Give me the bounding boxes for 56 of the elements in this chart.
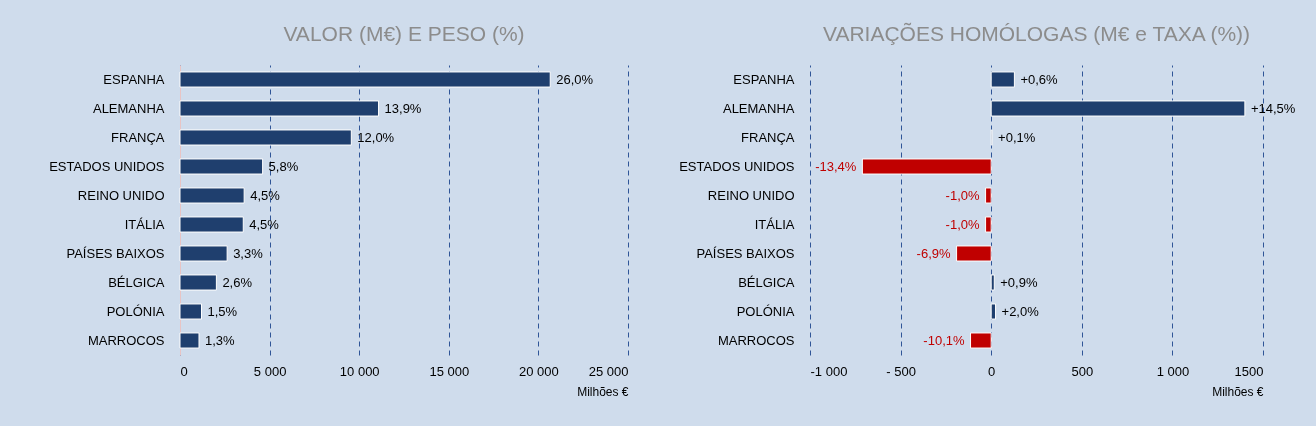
annotation: -6,9% [916, 245, 952, 261]
y-tick-label: REINO UNIDO [707, 187, 795, 203]
x-tick-label: 15 000 [429, 363, 470, 379]
y-tick-label: POLÓNIA [106, 303, 165, 319]
x-tick-label: - 500 [886, 363, 916, 379]
y-tick-label: ITÁLIA [754, 216, 795, 232]
x-tick-label: 20 000 [519, 363, 559, 379]
annotation: 5,8% [268, 158, 299, 174]
y-tick-label: ALEMANHA [722, 100, 795, 116]
x-tick-label: 25 000 [588, 363, 629, 379]
chart-title: VALOR (M€) E PESO (%) [283, 22, 525, 45]
y-tick-label: ALEMANHA [92, 100, 165, 116]
x-tick-label: 10 000 [339, 363, 380, 379]
annotation: -10,1% [923, 332, 965, 348]
annotation: +2,0% [1001, 303, 1040, 319]
x-tick-label: 0 [180, 363, 188, 379]
x-axis-title: Milhões € [577, 384, 629, 399]
annotation: -1,0% [945, 187, 981, 203]
annotation: +14,5% [1250, 100, 1296, 116]
x-tick-label: 1 000 [1156, 363, 1190, 379]
y-tick-label: MARROCOS [717, 332, 795, 348]
x-axis-title: Milhões € [1212, 384, 1264, 399]
annotation: 12,0% [357, 129, 395, 145]
annotation: -1,0% [945, 216, 981, 232]
annotation: 4,5% [250, 187, 281, 203]
annotation: 26,0% [556, 71, 594, 87]
x-tick-label: 1500 [1234, 363, 1264, 379]
chart-title: VARIAÇÕES HOMÓLOGAS (M€ e TAXA (%)) [822, 22, 1251, 45]
y-tick-label: ITÁLIA [124, 216, 165, 232]
annotation: 4,5% [249, 216, 280, 232]
y-tick-label: ESTADOS UNIDOS [49, 158, 165, 174]
y-tick-label: BÉLGICA [738, 274, 795, 290]
annotation: 1,5% [207, 303, 238, 319]
annotation: 1,3% [205, 332, 236, 348]
y-tick-label: ESPANHA [103, 71, 165, 87]
y-tick-label: MARROCOS [87, 332, 165, 348]
y-tick-label: ESPANHA [733, 71, 795, 87]
x-tick-label: 5 000 [253, 363, 287, 379]
annotation: +0,6% [1020, 71, 1059, 87]
y-tick-label: PAÍSES BAIXOS [696, 245, 795, 261]
y-tick-label: PAÍSES BAIXOS [66, 245, 165, 261]
x-tick-label: 0 [988, 363, 996, 379]
x-tick-label: -1 000 [810, 363, 848, 379]
annotation: 2,6% [222, 274, 253, 290]
annotation: +0,9% [1000, 274, 1038, 290]
y-tick-label: FRANÇA [741, 129, 795, 145]
y-tick-label: POLÓNIA [736, 303, 795, 319]
x-tick-label: 500 [1071, 363, 1094, 379]
y-tick-label: REINO UNIDO [77, 187, 165, 203]
y-tick-label: BÉLGICA [108, 274, 165, 290]
annotation: -13,4% [815, 158, 857, 174]
annotation: 3,3% [233, 245, 264, 261]
annotation: +0,1% [998, 129, 1036, 145]
annotation: 13,9% [384, 100, 422, 116]
y-tick-label: ESTADOS UNIDOS [679, 158, 795, 174]
y-tick-label: FRANÇA [111, 129, 165, 145]
